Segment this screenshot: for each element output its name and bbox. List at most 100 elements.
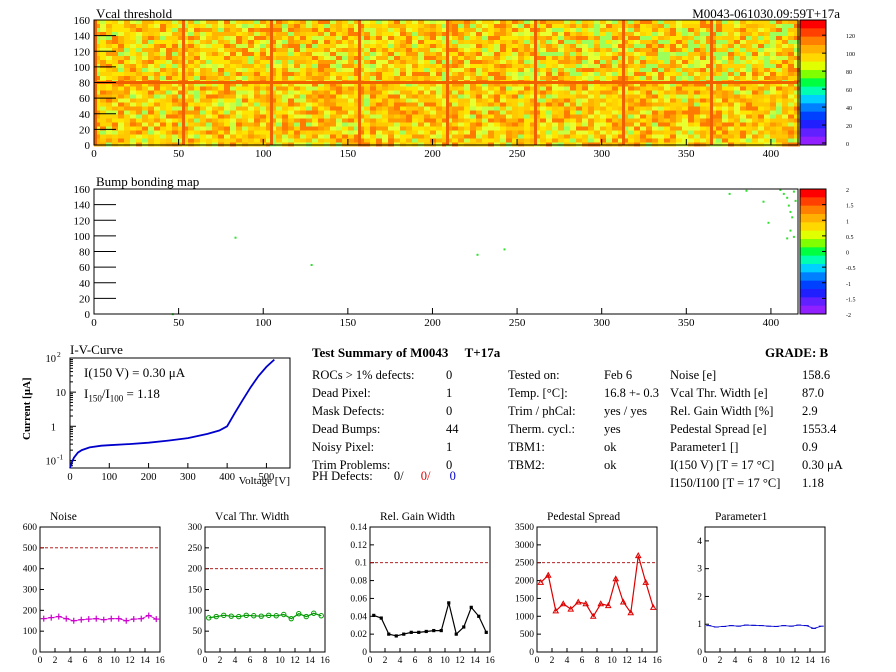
bump-x-tick-label: 350 bbox=[678, 317, 695, 329]
bump-defect-point bbox=[779, 189, 782, 191]
small-chart-point bbox=[544, 571, 552, 578]
summary-row-value: 1.18 bbox=[802, 475, 824, 490]
small-chart-y-tick: 0.12 bbox=[350, 541, 367, 551]
small-chart-y-tick: 1000 bbox=[515, 612, 534, 622]
small-chart-y-tick: 0 bbox=[32, 648, 37, 658]
iv-current-annotation: I(150 V) = 0.30 μA bbox=[84, 365, 186, 380]
small-chart-x-tick: 0 bbox=[368, 656, 373, 666]
small-chart-y-tick: 0 bbox=[697, 648, 702, 658]
bump-x-tick-label: 250 bbox=[509, 317, 526, 329]
bump-x-tick-label: 50 bbox=[173, 317, 185, 329]
vcal-scale-label: 60 bbox=[846, 88, 852, 94]
iv-x-tick-label: 500 bbox=[259, 472, 275, 483]
iv-frame bbox=[69, 357, 291, 469]
bump-y-tick-label: 160 bbox=[74, 184, 91, 196]
small-chart-x-tick: 8 bbox=[98, 656, 103, 666]
bump-y-tick-label: 0 bbox=[85, 309, 91, 321]
vcal-y-tick-label: 100 bbox=[74, 62, 91, 74]
small-chart-point bbox=[582, 600, 590, 607]
summary-right-table: Noise [e] 158.6 Vcal Thr. Width [e] 87.0 Rel… bbox=[670, 366, 843, 492]
bump-defect-point bbox=[745, 189, 748, 192]
small-chart-x-tick: 10 bbox=[775, 656, 785, 666]
bump-x-axis: 0 50 100 150 200 250 300 350 400 bbox=[91, 308, 780, 329]
small-chart-y-tick: 300 bbox=[188, 523, 203, 533]
summary-row-value: 16.8 +- 0.3 bbox=[604, 385, 659, 400]
summary-row-label: Noise [e] bbox=[670, 367, 717, 382]
summary-row-value: yes / yes bbox=[604, 403, 648, 418]
summary-row: TBM1: ok bbox=[508, 438, 659, 456]
small-chart-y-tick: 150 bbox=[188, 586, 203, 596]
summary-row-label: Rel. Gain Width [%] bbox=[670, 403, 774, 418]
vcal-y-tick-label: 60 bbox=[79, 93, 91, 105]
summary-row: TBM2: ok bbox=[508, 456, 659, 474]
bump-scale-label: 1 bbox=[846, 219, 849, 225]
small-chart-point bbox=[236, 613, 242, 620]
summary-mid-table: Tested on: Feb 6 Temp. [°C]: 16.8 +- 0.3 Tri… bbox=[508, 366, 659, 474]
bump-x-tick-label: 300 bbox=[593, 317, 610, 329]
vcal-y-tick-label: 120 bbox=[74, 46, 91, 58]
summary-row-value: yes bbox=[604, 421, 621, 436]
iv-ratio-annotation: I150/I100 = 1.18 bbox=[84, 386, 160, 404]
small-chart-point bbox=[567, 605, 575, 612]
summary-title: Test Summary of M0043 T+17a bbox=[312, 345, 501, 360]
summary-row-value: Feb 6 bbox=[604, 367, 633, 382]
iv-title: I-V-Curve bbox=[70, 342, 123, 357]
small-chart-point bbox=[454, 632, 458, 636]
small-chart-point bbox=[417, 630, 421, 634]
bump-x-tick-label: 150 bbox=[340, 317, 357, 329]
small-chart-point bbox=[258, 613, 264, 619]
summary-row-label: Temp. [°C]: bbox=[508, 385, 568, 400]
bump-scale-label: 0 bbox=[846, 251, 849, 257]
small-chart-x-tick: 10 bbox=[607, 656, 617, 666]
small-chart-y-tick: 1500 bbox=[515, 594, 534, 604]
small-chart-x-tick: 8 bbox=[763, 656, 768, 666]
small-chart-x-tick: 16 bbox=[652, 656, 662, 666]
summary-row-value: 1 bbox=[446, 385, 453, 400]
small-chart-point bbox=[296, 610, 302, 617]
bump-defect-point bbox=[792, 235, 795, 238]
small-chart-point bbox=[484, 630, 488, 634]
summary-row-label: Trim / phCal: bbox=[508, 403, 576, 418]
small-chart-y-tick: 0.04 bbox=[350, 612, 367, 622]
vcal-scale-label: 40 bbox=[846, 106, 852, 112]
bump-scale-label: 1.5 bbox=[846, 204, 854, 210]
summary-row-label: Mask Defects: bbox=[312, 403, 385, 418]
small-chart-point bbox=[627, 609, 635, 616]
small-chart-x-tick: 16 bbox=[155, 656, 165, 666]
small-chart-y-tick: 500 bbox=[520, 630, 535, 640]
small-chart-point bbox=[394, 634, 398, 638]
small-chart-x-tick: 16 bbox=[320, 656, 330, 666]
small-chart-point bbox=[649, 603, 657, 610]
small-chart-point bbox=[604, 602, 612, 609]
summary-row-value: 1553.4 bbox=[802, 421, 837, 436]
small-chart-point bbox=[612, 575, 620, 582]
summary-row-label: Dead Pixel: bbox=[312, 385, 371, 400]
small-chart-point bbox=[288, 615, 294, 622]
small-chart-point bbox=[379, 616, 383, 620]
vcal-x-tick-label: 250 bbox=[509, 148, 526, 160]
summary-row-label: I(150 V) [T = 17 °C] bbox=[670, 457, 775, 472]
summary-row-label: Trim Problems: bbox=[312, 457, 391, 472]
bump-scale-label: 0.5 bbox=[846, 235, 854, 241]
small-chart-point bbox=[228, 613, 234, 619]
small-chart-x-tick: 6 bbox=[248, 656, 253, 666]
bump-defect-point bbox=[476, 253, 479, 256]
summary-row-value: 0 bbox=[446, 367, 453, 382]
summary-row-value: 0 bbox=[446, 403, 453, 418]
grade-label: GRADE: B bbox=[765, 345, 829, 360]
summary-row-value: ok bbox=[604, 457, 617, 472]
summary-row-value: 1 bbox=[446, 439, 453, 454]
small-chart-x-tick: 8 bbox=[263, 656, 268, 666]
small-chart-point bbox=[439, 628, 443, 633]
summary-row-label: TBM1: bbox=[508, 439, 545, 454]
small-chart-title: Noise bbox=[50, 511, 77, 523]
summary-row-value: 0 bbox=[446, 457, 453, 472]
bump-defect-point bbox=[310, 264, 313, 266]
iv-x-tick-label: 0 bbox=[67, 472, 72, 483]
summary-row: I150/I100 [T = 17 °C] 1.18 bbox=[670, 474, 843, 492]
small-chart-x-tick: 0 bbox=[203, 656, 208, 666]
small-chart-point bbox=[619, 598, 627, 605]
